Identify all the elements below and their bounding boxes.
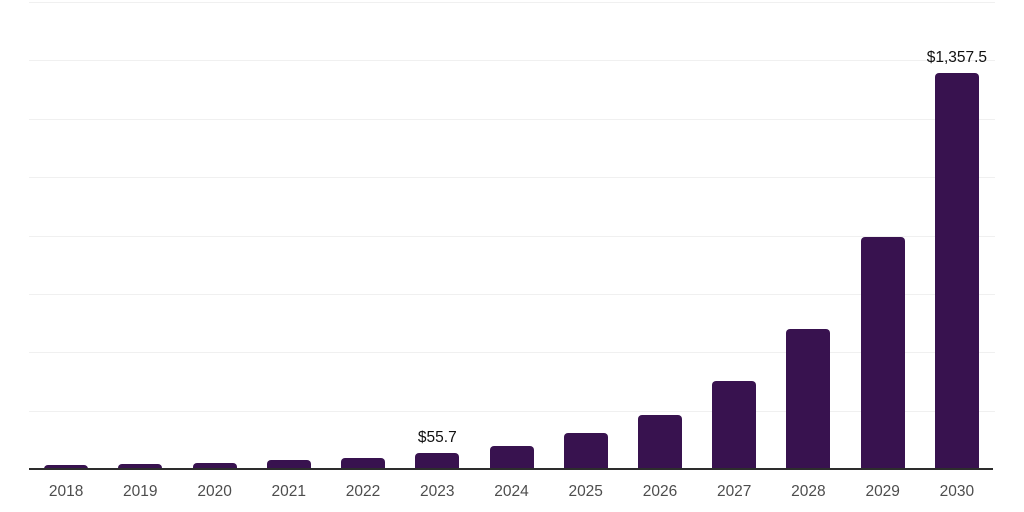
x-axis-tick-label-2030: 2030 [939, 483, 975, 500]
x-axis-tick-label-2029: 2029 [865, 483, 900, 500]
bar-value-label-2023: $55.7 [417, 428, 457, 446]
bar-2021 [266, 460, 311, 469]
gridline [29, 352, 995, 354]
gridline [29, 235, 995, 237]
gridline [29, 2, 995, 3]
gridline [29, 177, 995, 179]
bar-2029 [860, 236, 905, 469]
x-axis-tick-label-2018: 2018 [48, 483, 84, 500]
x-axis-line [29, 468, 993, 470]
x-axis-tick-label-2024: 2024 [494, 483, 529, 500]
plot-area: $55.7 $1,357.5 [29, 2, 995, 470]
bar-2020 [192, 462, 237, 469]
bar-2028 [786, 329, 831, 469]
bar-2025 [563, 433, 608, 469]
x-axis-tick-label-2023: 2023 [420, 483, 455, 500]
bar-2019 [118, 463, 163, 469]
gridline [29, 293, 995, 295]
x-axis-tick-label-2027: 2027 [716, 483, 752, 500]
x-axis-tick-label-2025: 2025 [568, 483, 603, 500]
bar-2026 [638, 414, 682, 469]
bar-2024 [489, 446, 534, 469]
bar-2030 [934, 72, 979, 469]
x-axis-labels: 2018 2019 2020 2021 2022 2023 2024 2025 2026 2027… [29, 482, 994, 502]
x-axis-tick-label-2028: 2028 [791, 483, 826, 500]
x-axis-tick-label-2019: 2019 [123, 483, 158, 500]
x-axis-tick-label-2020: 2020 [197, 483, 232, 500]
x-axis-tick-label-2022: 2022 [345, 483, 381, 500]
bar-2027 [712, 381, 757, 469]
bar-2018 [44, 464, 89, 469]
gridline [29, 118, 995, 120]
bar-2022 [341, 458, 385, 469]
gridline [29, 60, 995, 62]
bar-2023 [415, 452, 460, 469]
gridline [29, 410, 995, 412]
x-axis-tick-label-2026: 2026 [642, 483, 678, 500]
bar-value-label-2030: $1,357.5 [926, 48, 988, 66]
x-axis-tick-label-2021: 2021 [271, 483, 307, 500]
